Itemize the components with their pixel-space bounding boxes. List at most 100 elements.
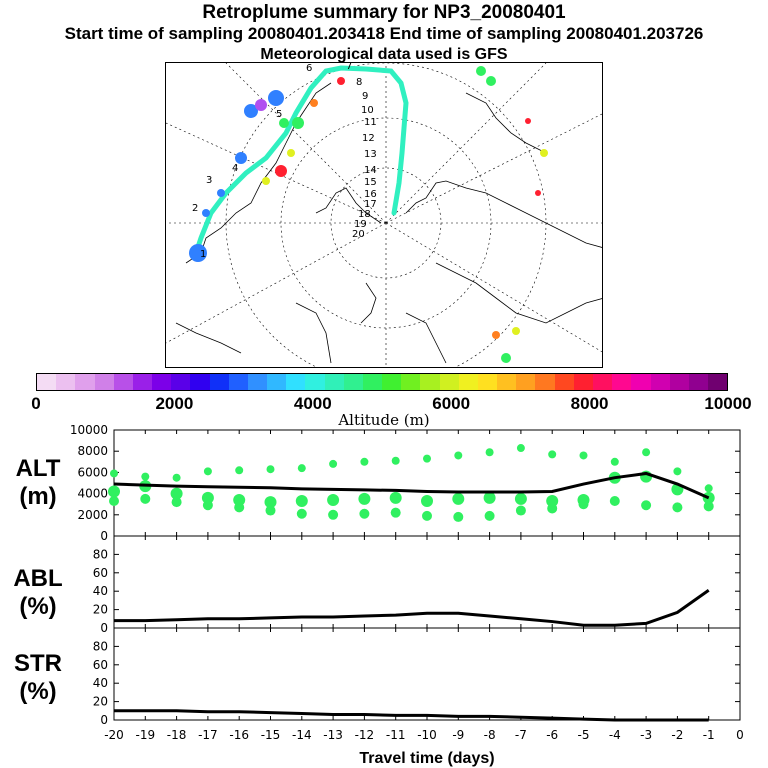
plume-marker [540, 149, 548, 157]
x-tick-label: -4 [609, 728, 621, 742]
altitude-cluster-point [453, 511, 464, 522]
colorbar-title: Altitude (m) [338, 411, 430, 429]
y-tick-label: 8000 [77, 444, 108, 458]
panel-label: ABL (%) [6, 565, 70, 621]
altitude-cluster-point [359, 508, 370, 519]
altitude-cluster-point [579, 451, 588, 460]
plume-marker [262, 177, 270, 185]
plume-markers [189, 66, 548, 363]
panel-label-line2: (%) [19, 593, 57, 620]
colorbar-swatch [152, 374, 172, 390]
plume-marker [255, 99, 267, 111]
colorbar-tick-label: 6000 [432, 394, 471, 413]
altitude-cluster-point [264, 496, 277, 509]
colorbar-swatch [708, 374, 728, 390]
y-tick-label: 10000 [70, 423, 108, 437]
x-tick-label: -13 [323, 728, 343, 742]
colorbar-tick-label: 4000 [293, 394, 332, 413]
panel-label: ALT (m) [6, 455, 70, 511]
y-tick-label: 80 [93, 547, 108, 561]
x-tick-label: -1 [703, 728, 715, 742]
altitude-cluster-point [295, 495, 308, 508]
altitude-cluster-point [171, 497, 182, 508]
colorbar-swatch [132, 374, 153, 390]
altitude-cluster-point [548, 450, 557, 459]
panel-frame [113, 627, 741, 721]
altitude-cluster-point [329, 459, 338, 468]
altitude-cluster-point [235, 466, 244, 475]
series-line [114, 589, 710, 627]
colorbar-swatch [592, 374, 613, 390]
x-tick-label: -17 [198, 728, 218, 742]
colorbar-swatch [631, 374, 651, 390]
plume-marker [476, 66, 486, 76]
x-axis-title: Travel time (days) [359, 750, 494, 767]
altitude-cluster-point [108, 485, 120, 498]
trajectory-path [193, 65, 409, 256]
trajectory-day-label: 1 [200, 249, 206, 260]
altitude-cluster-point [390, 507, 401, 518]
altitude-cluster-point [452, 492, 465, 505]
plume-marker [268, 90, 284, 106]
colorbar-swatch [75, 374, 95, 390]
trajectory-day-label: 7 [346, 63, 352, 72]
x-tick-label: -16 [229, 728, 249, 742]
trajectory-day-label: 9 [362, 91, 368, 102]
altitude-cluster-point [140, 493, 151, 504]
altitude-cluster-point [609, 496, 620, 507]
colorbar-swatch [228, 374, 248, 390]
colorbar-swatch [37, 374, 57, 390]
plume-marker [512, 327, 520, 335]
plume-marker [337, 77, 345, 85]
altitude-cluster-point [514, 492, 527, 505]
y-tick-label: 4000 [77, 487, 108, 501]
altitude-cluster-point [547, 503, 558, 514]
altitude-cluster-point [516, 444, 525, 453]
altitude-cluster-point [672, 502, 683, 513]
altitude-cluster-point [610, 457, 619, 466]
plume-marker [217, 189, 225, 197]
plume-marker [525, 118, 531, 124]
plume-marker [492, 331, 500, 339]
colorbar-swatch [554, 374, 574, 390]
altitude-cluster-point [483, 491, 496, 504]
trajectory-day-label: 15 [364, 177, 377, 188]
y-tick-label: 60 [93, 566, 108, 580]
colorbar-swatch [516, 374, 536, 390]
altitude-cluster-point [546, 495, 559, 508]
colorbar-swatch [420, 374, 440, 390]
colorbar-tick-label: 10000 [704, 394, 752, 413]
altitude-cluster-point [391, 456, 400, 465]
x-tick-label: -8 [484, 728, 496, 742]
trajectory-day-label: 6 [306, 63, 312, 74]
panel-label-line2: (%) [19, 678, 57, 705]
chart-subtitle: Start time of sampling 20080401.203418 E… [64, 24, 704, 43]
panel-label-line1: ABL [13, 565, 63, 592]
altitude-cluster-point [422, 510, 432, 521]
colorbar-tick-label: 0 [31, 394, 41, 413]
colorbar-swatch [247, 374, 268, 390]
colorbar-swatch [573, 374, 593, 390]
x-tick-label: -7 [515, 728, 527, 742]
colorbar-swatch [401, 374, 421, 390]
x-tick-label: -6 [546, 728, 558, 742]
plume-marker [279, 118, 289, 128]
y-tick-label: 0 [100, 621, 108, 635]
x-tick-label: -2 [671, 728, 683, 742]
altitude-cluster-point [233, 493, 246, 506]
altitude-cluster-point [421, 495, 433, 508]
x-tick-label: -3 [640, 728, 652, 742]
panel-label: STR (%) [6, 650, 70, 706]
altitude-cluster-point [578, 499, 589, 510]
colorbar-swatch [190, 374, 210, 390]
x-tick-label: -15 [261, 728, 281, 742]
x-tick-label: -14 [292, 728, 312, 742]
colorbar-swatch [113, 374, 133, 390]
altitude-cluster-point [389, 491, 402, 504]
y-tick-label: 2000 [77, 508, 108, 522]
plume-marker [310, 99, 318, 107]
y-tick-label: 20 [93, 695, 108, 709]
colorbar-swatch [305, 374, 325, 390]
altitude-cluster-point [109, 496, 119, 507]
